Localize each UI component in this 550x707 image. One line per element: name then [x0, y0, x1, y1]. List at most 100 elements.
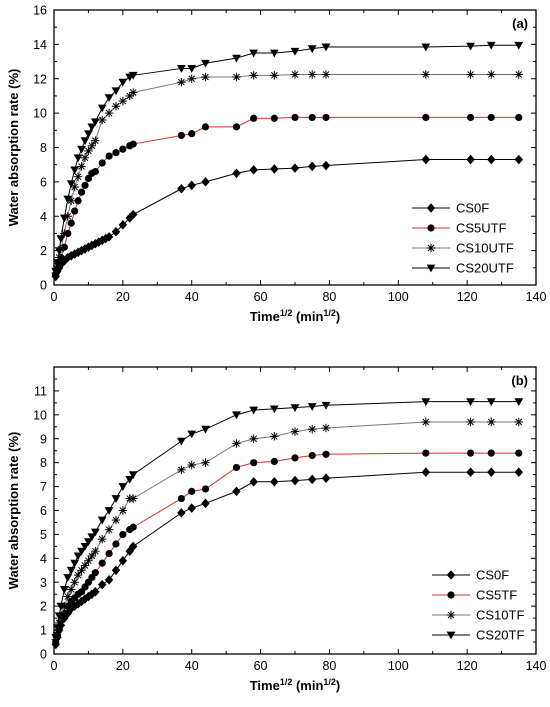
- data-point: [421, 70, 431, 79]
- y-tick-label: 12: [33, 72, 47, 86]
- data-point: [249, 71, 258, 80]
- data-point: [177, 131, 185, 140]
- data-point: [187, 74, 196, 83]
- y-tick-label: 0: [40, 648, 47, 662]
- data-point: [91, 569, 99, 577]
- data-point: [466, 417, 475, 427]
- data-point: [128, 471, 138, 480]
- data-point: [321, 43, 331, 52]
- x-axis-label: Time1/2 (min1/2): [250, 308, 341, 324]
- data-point: [466, 398, 475, 407]
- y-tick-label: 2: [40, 244, 47, 258]
- data-point: [97, 516, 107, 525]
- legend-marker: [426, 243, 436, 253]
- data-point: [514, 467, 523, 478]
- series-line: [55, 116, 519, 275]
- data-point: [270, 164, 279, 174]
- data-point: [51, 633, 61, 642]
- data-point: [201, 123, 210, 131]
- data-point: [111, 226, 121, 237]
- data-point: [201, 59, 210, 68]
- y-tick-label: 16: [33, 4, 47, 18]
- data-point: [104, 525, 114, 534]
- data-point: [111, 515, 121, 525]
- legend-marker: [447, 591, 455, 599]
- data-point: [421, 154, 431, 165]
- data-point: [66, 566, 76, 575]
- y-tick-label: 14: [33, 38, 47, 52]
- data-point: [73, 154, 83, 163]
- data-point: [129, 140, 137, 148]
- series-line: [55, 401, 519, 638]
- data-point: [53, 259, 62, 268]
- data-point: [466, 467, 475, 478]
- data-point: [59, 586, 69, 594]
- data-point: [486, 398, 496, 407]
- data-point: [422, 113, 430, 122]
- data-point: [63, 592, 72, 601]
- data-point: [249, 477, 258, 487]
- data-point: [308, 70, 317, 79]
- data-point: [119, 530, 127, 539]
- data-point: [98, 115, 107, 125]
- data-point: [270, 477, 279, 487]
- data-point: [104, 507, 114, 515]
- data-point: [307, 45, 317, 54]
- y-tick-label: 4: [40, 210, 47, 224]
- data-point: [129, 523, 137, 531]
- data-point: [308, 113, 316, 122]
- series-CS0F: [51, 154, 523, 282]
- data-point: [118, 220, 128, 230]
- data-point: [77, 547, 86, 556]
- y-axis-label: Water absorption rate (%): [6, 69, 21, 227]
- data-point: [112, 540, 120, 548]
- data-point: [87, 551, 97, 561]
- data-point: [80, 137, 90, 146]
- data-point: [63, 195, 73, 204]
- data-point: [56, 235, 66, 243]
- data-point: [53, 624, 62, 633]
- legend-label: CS20UTF: [456, 261, 514, 276]
- series-CS0F: [51, 467, 523, 650]
- data-point: [128, 494, 138, 503]
- legend-label: CS5UTF: [456, 221, 507, 236]
- data-point: [81, 181, 89, 189]
- data-point: [187, 503, 196, 513]
- x-tick-label: 80: [322, 659, 336, 673]
- data-point: [291, 454, 299, 462]
- x-tick-label: 100: [388, 659, 409, 673]
- data-point: [128, 209, 138, 220]
- legend-label: CS10TF: [476, 608, 524, 623]
- y-tick-label: 10: [33, 107, 47, 121]
- legend-label: CS0F: [476, 568, 509, 583]
- series-CS5TF: [52, 449, 523, 646]
- data-point: [270, 432, 279, 441]
- data-point: [128, 71, 138, 80]
- data-point: [232, 72, 241, 82]
- x-tick-label: 140: [526, 290, 547, 304]
- data-point: [177, 494, 185, 503]
- data-point: [66, 180, 76, 188]
- y-tick-label: 3: [40, 576, 47, 590]
- data-point: [177, 183, 186, 194]
- y-tick-label: 10: [33, 408, 47, 422]
- legend-label: CS5TF: [476, 588, 517, 603]
- x-tick-label: 140: [526, 659, 547, 673]
- data-point: [487, 70, 496, 79]
- data-point: [70, 166, 80, 175]
- data-point: [321, 401, 331, 410]
- data-point: [308, 424, 317, 434]
- data-point: [73, 552, 83, 561]
- x-tick-label: 60: [254, 290, 268, 304]
- data-point: [80, 542, 90, 551]
- data-point: [232, 168, 241, 179]
- legend: CS0F CS5TF CS10TF CS20TF: [432, 568, 524, 643]
- data-point: [73, 598, 83, 609]
- data-point: [187, 65, 197, 73]
- data-point: [80, 153, 90, 163]
- data-point: [176, 437, 186, 446]
- data-point: [84, 174, 93, 183]
- data-point: [128, 88, 138, 97]
- data-point: [187, 430, 197, 439]
- data-point: [308, 474, 317, 485]
